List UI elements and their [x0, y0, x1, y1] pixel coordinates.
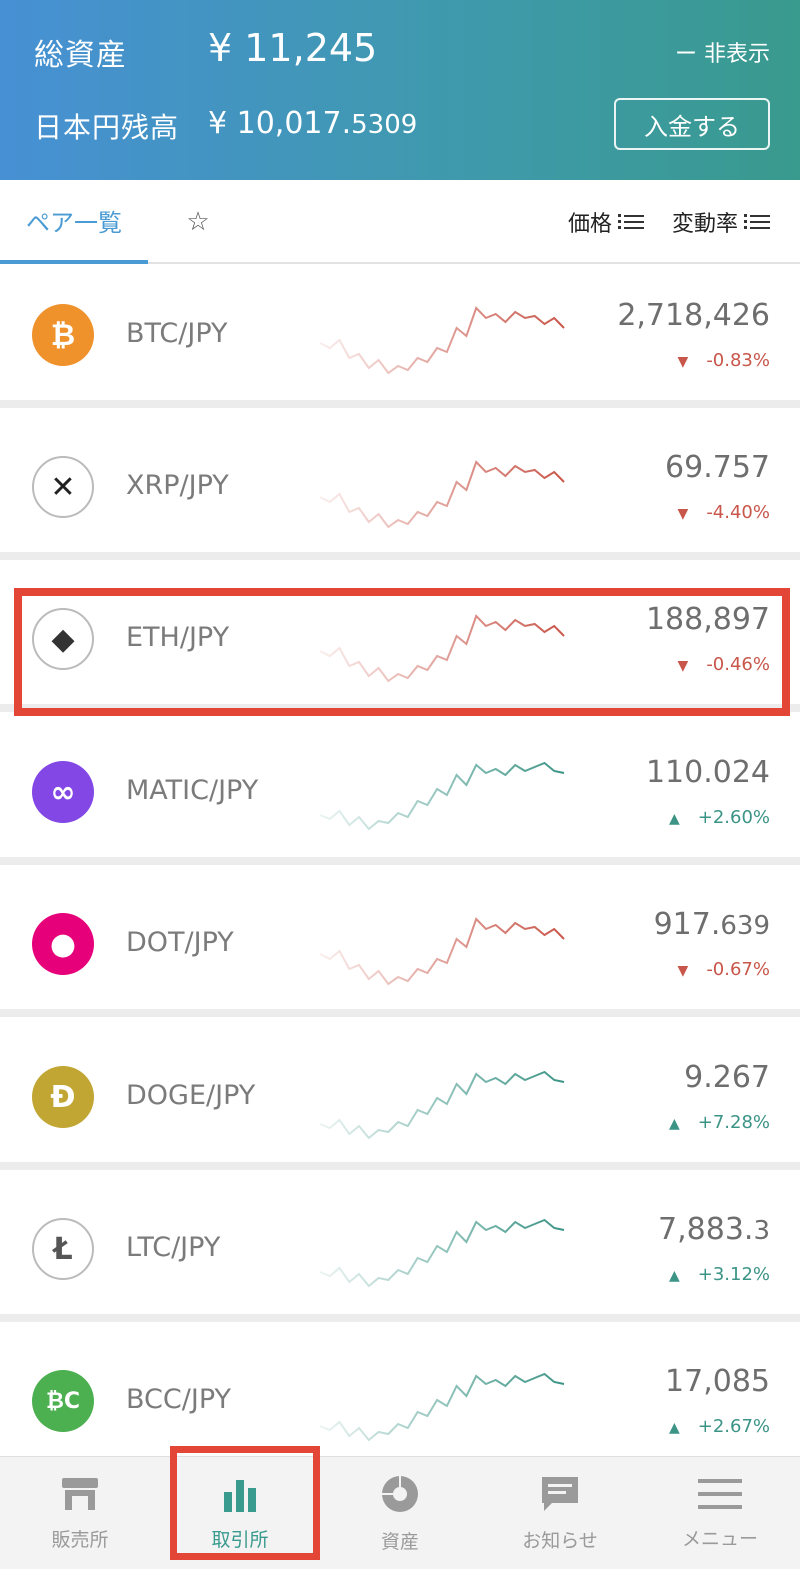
pair-change: ▲ +2.60% — [668, 807, 770, 828]
sparkline-chart — [320, 1070, 565, 1140]
jpy-balance-label: 日本円残高 — [34, 111, 180, 144]
deposit-button[interactable]: 入金する — [614, 98, 770, 150]
nav-label: メニュー — [681, 1527, 758, 1550]
pair-name: XRP/JPY — [126, 470, 229, 501]
sparkline-path — [320, 761, 565, 831]
sparkline-path — [320, 614, 565, 683]
pair-row[interactable]: ∞ MATIC/JPY 110.024 ▲ +2.60% — [0, 721, 800, 865]
pair-name: DOT/JPY — [126, 927, 234, 958]
sparkline-path — [320, 1218, 565, 1288]
pair-row[interactable]: ● DOT/JPY 917.639 ▼ -0.67% — [0, 873, 800, 1017]
sort-price-label: 価格 — [568, 212, 613, 237]
tab-pair-list[interactable]: ペア一覧 — [0, 180, 148, 264]
litecoin-icon: Ł — [32, 1218, 94, 1280]
sparkline-path — [320, 1372, 565, 1442]
pair-price: 69.757 — [665, 450, 770, 485]
nav-label: 販売所 — [51, 1528, 109, 1551]
pair-row[interactable]: ₿C BCC/JPY 17,085 ▲ +2.67% — [0, 1330, 800, 1474]
hide-toggle[interactable]: ー 非表示 — [675, 42, 770, 67]
pair-name: BTC/JPY — [126, 318, 228, 349]
bar-chart-icon — [220, 1476, 260, 1525]
pair-name: ETH/JPY — [126, 622, 230, 653]
pair-name: BCC/JPY — [126, 1384, 231, 1415]
pair-price: 917.639 — [653, 907, 770, 942]
xrp-icon: ✕ — [32, 456, 94, 518]
bitcoin-cash-icon: ₿C — [32, 1370, 94, 1432]
jpy-balance-main: ¥ 10,017. — [208, 106, 352, 141]
pair-price: 110.024 — [645, 755, 770, 790]
bitcoin-icon: ₿ — [32, 304, 94, 366]
pair-price: 17,085 — [665, 1364, 770, 1399]
pair-change: ▲ +3.12% — [668, 1264, 770, 1285]
pair-tabbar: ペア一覧 ☆ 価格 変動率 — [0, 180, 800, 264]
triangle-up-icon: ▲ — [668, 811, 680, 827]
sparkline-path — [320, 917, 565, 986]
pair-row[interactable]: ◆ ETH/JPY 188,897 ▼ -0.46% — [0, 568, 800, 712]
triangle-up-icon: ▲ — [668, 1116, 680, 1132]
pair-change: ▲ +2.67% — [668, 1416, 770, 1437]
favorites-star-icon[interactable]: ☆ — [186, 207, 210, 237]
triangle-up-icon: ▲ — [668, 1268, 680, 1284]
pair-name: LTC/JPY — [126, 1232, 221, 1263]
triangle-down-icon: ▼ — [677, 658, 689, 674]
pair-row[interactable]: ₿ BTC/JPY 2,718,426 ▼ -0.83% — [0, 264, 800, 408]
polkadot-icon: ● — [32, 913, 94, 975]
triangle-down-icon: ▼ — [677, 354, 689, 370]
pair-price: 7,883.3 — [658, 1212, 770, 1247]
pair-change: ▼ -4.40% — [677, 502, 770, 523]
sparkline-path — [320, 1070, 565, 1140]
triangle-down-icon: ▼ — [677, 963, 689, 979]
menu-icon — [698, 1477, 742, 1524]
sort-change-label: 変動率 — [672, 212, 739, 237]
nav-label: 取引所 — [211, 1528, 269, 1551]
pie-chart-icon — [380, 1473, 420, 1527]
nav-sales[interactable]: 販売所 — [0, 1457, 160, 1569]
triangle-down-icon: ▼ — [677, 506, 689, 522]
list-icon — [744, 214, 771, 229]
pair-price: 9.267 — [684, 1060, 770, 1095]
sparkline-chart — [320, 306, 565, 375]
triangle-up-icon: ▲ — [668, 1420, 680, 1436]
pair-price: 188,897 — [645, 602, 770, 637]
ethereum-icon: ◆ — [32, 608, 94, 670]
pair-row[interactable]: Ł LTC/JPY 7,883.3 ▲ +3.12% — [0, 1178, 800, 1322]
sparkline-path — [320, 460, 565, 529]
nav-assets[interactable]: 資産 — [320, 1457, 480, 1569]
message-icon — [540, 1475, 580, 1526]
nav-menu[interactable]: メニュー — [640, 1457, 800, 1569]
sparkline-chart — [320, 614, 565, 683]
sort-by-change-button[interactable]: 変動率 — [672, 202, 771, 242]
pair-change: ▼ -0.46% — [677, 654, 770, 675]
pair-row[interactable]: Ð DOGE/JPY 9.267 ▲ +7.28% — [0, 1026, 800, 1170]
sparkline-chart — [320, 1218, 565, 1288]
sparkline-path — [320, 306, 565, 375]
pair-row[interactable]: ✕ XRP/JPY 69.757 ▼ -4.40% — [0, 416, 800, 560]
pair-change: ▲ +7.28% — [668, 1112, 770, 1133]
jpy-balance-value: ¥ 10,017.5309 — [208, 106, 417, 141]
pair-name: DOGE/JPY — [126, 1080, 256, 1111]
sparkline-chart — [320, 460, 565, 529]
dogecoin-icon: Ð — [32, 1066, 94, 1128]
polygon-icon: ∞ — [32, 761, 94, 823]
bottom-navigation: 販売所 取引所 資産 お知らせ メニュー — [0, 1456, 800, 1569]
assets-header: 総資産 ¥ 11,245 ー 非表示 日本円残高 ¥ 10,017.5309 入… — [0, 0, 800, 180]
sort-by-price-button[interactable]: 価格 — [568, 202, 645, 242]
nav-label: お知らせ — [522, 1529, 598, 1552]
nav-label: 資産 — [380, 1530, 419, 1553]
nav-notifications[interactable]: お知らせ — [480, 1457, 640, 1569]
list-icon — [618, 214, 645, 229]
pair-name: MATIC/JPY — [126, 775, 259, 806]
pair-change: ▼ -0.83% — [677, 350, 770, 371]
jpy-balance-decimals: 5309 — [351, 110, 418, 140]
shop-icon — [60, 1476, 100, 1525]
pair-change: ▼ -0.67% — [677, 959, 770, 980]
total-assets-value: ¥ 11,245 — [208, 26, 378, 70]
sparkline-chart — [320, 1372, 565, 1442]
sparkline-chart — [320, 917, 565, 986]
nav-exchange[interactable]: 取引所 — [160, 1457, 320, 1569]
sparkline-chart — [320, 761, 565, 831]
total-assets-label: 総資産 — [34, 38, 127, 73]
pair-price: 2,718,426 — [617, 298, 770, 333]
